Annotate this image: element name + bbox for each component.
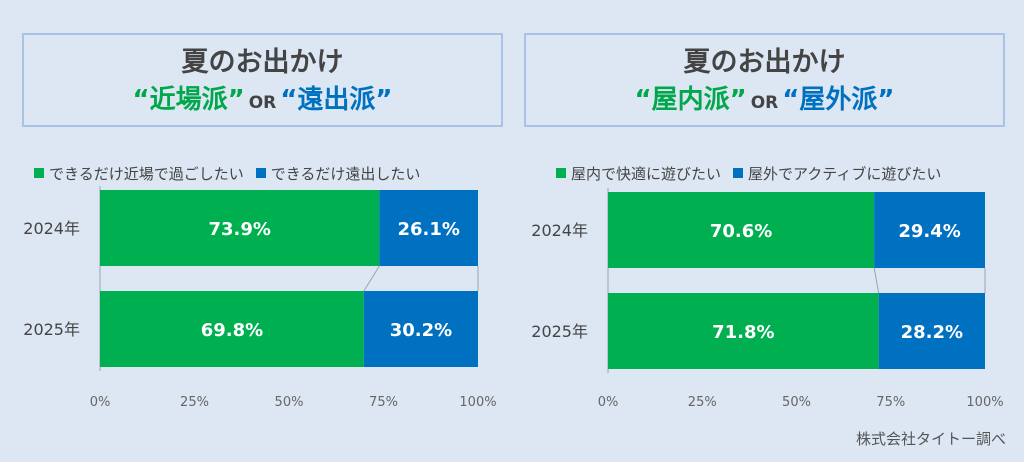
right-data-label-0-series-0: 70.6% — [710, 221, 772, 242]
left-x-tick-3: 75% — [369, 395, 398, 410]
left-chart-title: 夏のお出かけ — [181, 47, 344, 78]
left-legend-item-blue: できるだけ遠出したい — [255, 163, 421, 184]
right-x-tick-1: 25% — [688, 395, 717, 410]
left-or-text: OR — [248, 93, 277, 113]
left-bar-1-series-1 — [363, 291, 478, 367]
right-legend-swatch-green — [556, 168, 566, 178]
right-x-tick-2: 50% — [782, 395, 811, 410]
right-legend-label-blue: 屋外でアクティブに遊びたい — [748, 164, 942, 183]
right-option-a: “屋内派” — [634, 85, 747, 115]
left-legend-label-green: できるだけ近場で過ごしたい — [49, 164, 244, 183]
right-legend-swatch-blue — [733, 168, 744, 178]
right-bar-0-series-1 — [874, 192, 985, 268]
right-bar-1-series-0 — [608, 293, 879, 369]
right-bar-1-series-1 — [878, 293, 985, 369]
right-category-label-1: 2025年 — [531, 322, 588, 341]
right-series-line-0 — [873, 267, 880, 294]
left-bar-1-series-0 — [100, 291, 364, 367]
right-option-b: “屋外派” — [782, 85, 895, 115]
right-data-label-1-series-1: 28.2% — [901, 322, 963, 343]
left-legend-swatch-blue — [255, 168, 266, 178]
left-data-label-1-series-1: 30.2% — [390, 320, 452, 341]
left-data-label-1-series-0: 69.8% — [201, 320, 263, 341]
right-x-tick-0: 0% — [598, 395, 619, 410]
right-data-label-1-series-0: 71.8% — [712, 322, 774, 343]
left-legend-item-green: できるだけ近場で過ごしたい — [34, 163, 244, 184]
right-legend-item-blue: 屋外でアクティブに遊びたい — [733, 163, 941, 184]
source-note: 株式会社タイトー調べ — [855, 430, 1006, 448]
right-legend-item-green: 屋内で快適に遊びたい — [556, 163, 721, 184]
left-x-tick-0: 0% — [90, 395, 111, 410]
left-data-label-0-series-1: 26.1% — [397, 219, 459, 240]
right-chart-subtitle: “屋内派” OR “屋外派” — [526, 84, 1003, 119]
left-data-label-0-series-0: 73.9% — [208, 219, 270, 240]
right-x-tick-4: 100% — [966, 395, 1003, 410]
left-category-label-1: 2025年 — [23, 320, 80, 339]
right-legend-label-green: 屋内で快適に遊びたい — [571, 164, 722, 183]
left-bar-0-series-0 — [100, 190, 380, 266]
left-chart-subtitle: “近場派” OR “遠出派” — [24, 84, 501, 119]
left-legend-swatch-green — [34, 168, 44, 178]
right-data-label-0-series-1: 29.4% — [898, 221, 960, 242]
left-series-line-0 — [363, 265, 380, 292]
left-option-b: “遠出派” — [280, 85, 393, 115]
right-bar-0-series-0 — [608, 192, 875, 268]
left-chart-title-box: 夏のお出かけ “近場派” OR “遠出派” — [22, 33, 503, 127]
left-category-label-0: 2024年 — [23, 219, 80, 238]
left-legend: できるだけ近場で過ごしたい できるだけ遠出したい — [34, 163, 420, 183]
right-x-tick-3: 75% — [876, 395, 905, 410]
right-chart-title: 夏のお出かけ — [683, 47, 846, 78]
right-legend: 屋内で快適に遊びたい 屋外でアクティブに遊びたい — [556, 163, 941, 183]
left-bar-0-series-1 — [379, 190, 478, 266]
right-or-text: OR — [750, 93, 779, 113]
left-legend-label-blue: できるだけ遠出したい — [270, 164, 421, 183]
left-x-tick-1: 25% — [180, 395, 209, 410]
left-x-tick-4: 100% — [459, 395, 496, 410]
left-x-tick-2: 50% — [275, 395, 304, 410]
right-category-label-0: 2024年 — [531, 221, 588, 240]
left-option-a: “近場派” — [132, 85, 245, 115]
right-chart-title-box: 夏のお出かけ “屋内派” OR “屋外派” — [524, 33, 1005, 127]
